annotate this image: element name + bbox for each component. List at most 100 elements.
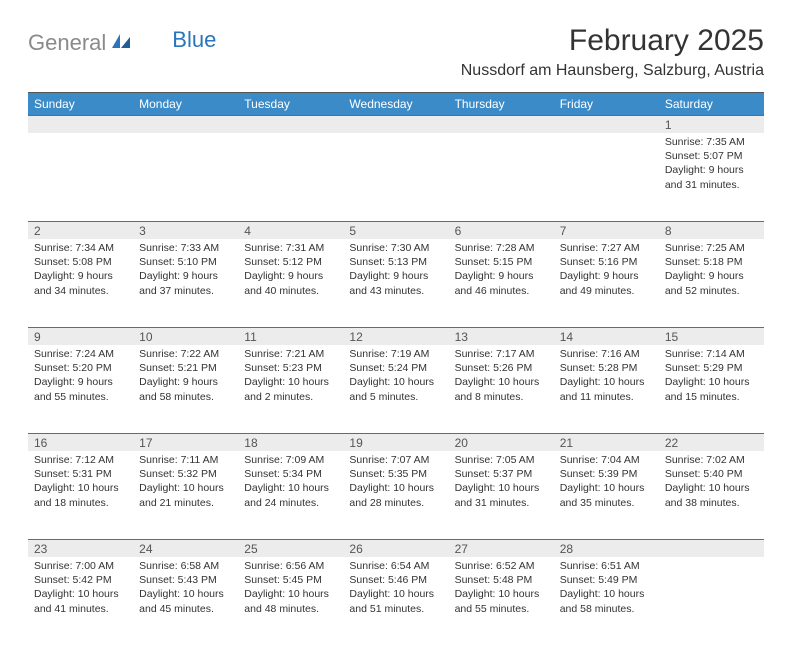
day-number: 10 [133, 327, 238, 345]
logo: General Blue [28, 30, 216, 56]
day-cell: Sunrise: 7:33 AMSunset: 5:10 PMDaylight:… [133, 239, 238, 327]
day-number [133, 115, 238, 133]
day-cell: Sunrise: 7:35 AMSunset: 5:07 PMDaylight:… [659, 133, 764, 221]
day-header: Thursday [449, 93, 554, 115]
day-header: Sunday [28, 93, 133, 115]
daylight-text: Daylight: 10 hours and 15 minutes. [665, 375, 758, 403]
day-number: 4 [238, 221, 343, 239]
logo-text-blue: Blue [172, 27, 216, 53]
sunset-text: Sunset: 5:16 PM [560, 255, 653, 269]
daylight-text: Daylight: 10 hours and 35 minutes. [560, 481, 653, 509]
day-cell: Sunrise: 7:27 AMSunset: 5:16 PMDaylight:… [554, 239, 659, 327]
sunrise-text: Sunrise: 7:33 AM [139, 241, 232, 255]
week-daynum-row: 9101112131415 [28, 327, 764, 345]
week-body-row: Sunrise: 7:34 AMSunset: 5:08 PMDaylight:… [28, 239, 764, 327]
daylight-text: Daylight: 9 hours and 31 minutes. [665, 163, 758, 191]
sunset-text: Sunset: 5:23 PM [244, 361, 337, 375]
day-details: Sunrise: 7:09 AMSunset: 5:34 PMDaylight:… [238, 451, 343, 516]
day-number [238, 115, 343, 133]
sunset-text: Sunset: 5:10 PM [139, 255, 232, 269]
day-details: Sunrise: 7:11 AMSunset: 5:32 PMDaylight:… [133, 451, 238, 516]
day-number: 19 [343, 433, 448, 451]
day-cell: Sunrise: 7:28 AMSunset: 5:15 PMDaylight:… [449, 239, 554, 327]
day-number [659, 539, 764, 557]
day-cell: Sunrise: 6:51 AMSunset: 5:49 PMDaylight:… [554, 557, 659, 645]
day-header: Monday [133, 93, 238, 115]
sunset-text: Sunset: 5:35 PM [349, 467, 442, 481]
day-number [449, 115, 554, 133]
header: General Blue February 2025 Nussdorf am H… [28, 24, 764, 80]
day-details: Sunrise: 7:33 AMSunset: 5:10 PMDaylight:… [133, 239, 238, 304]
daylight-text: Daylight: 9 hours and 46 minutes. [455, 269, 548, 297]
day-details: Sunrise: 7:25 AMSunset: 5:18 PMDaylight:… [659, 239, 764, 304]
week-daynum-row: 2345678 [28, 221, 764, 239]
day-number: 25 [238, 539, 343, 557]
day-cell: Sunrise: 7:12 AMSunset: 5:31 PMDaylight:… [28, 451, 133, 539]
week-body-row: Sunrise: 7:12 AMSunset: 5:31 PMDaylight:… [28, 451, 764, 539]
sunset-text: Sunset: 5:26 PM [455, 361, 548, 375]
sunrise-text: Sunrise: 6:52 AM [455, 559, 548, 573]
sunrise-text: Sunrise: 7:22 AM [139, 347, 232, 361]
daylight-text: Daylight: 10 hours and 18 minutes. [34, 481, 127, 509]
day-number: 2 [28, 221, 133, 239]
daylight-text: Daylight: 10 hours and 28 minutes. [349, 481, 442, 509]
day-number: 26 [343, 539, 448, 557]
daylight-text: Daylight: 10 hours and 58 minutes. [560, 587, 653, 615]
sunset-text: Sunset: 5:13 PM [349, 255, 442, 269]
day-cell [343, 133, 448, 221]
sunrise-text: Sunrise: 7:14 AM [665, 347, 758, 361]
week-daynum-row: 1 [28, 115, 764, 133]
day-cell: Sunrise: 6:58 AMSunset: 5:43 PMDaylight:… [133, 557, 238, 645]
day-header: Wednesday [343, 93, 448, 115]
daylight-text: Daylight: 10 hours and 41 minutes. [34, 587, 127, 615]
day-details: Sunrise: 7:34 AMSunset: 5:08 PMDaylight:… [28, 239, 133, 304]
day-details: Sunrise: 7:27 AMSunset: 5:16 PMDaylight:… [554, 239, 659, 304]
day-cell: Sunrise: 7:22 AMSunset: 5:21 PMDaylight:… [133, 345, 238, 433]
daylight-text: Daylight: 10 hours and 2 minutes. [244, 375, 337, 403]
day-number: 7 [554, 221, 659, 239]
day-cell: Sunrise: 7:31 AMSunset: 5:12 PMDaylight:… [238, 239, 343, 327]
daylight-text: Daylight: 10 hours and 21 minutes. [139, 481, 232, 509]
day-cell: Sunrise: 7:34 AMSunset: 5:08 PMDaylight:… [28, 239, 133, 327]
day-cell: Sunrise: 7:09 AMSunset: 5:34 PMDaylight:… [238, 451, 343, 539]
day-details: Sunrise: 7:28 AMSunset: 5:15 PMDaylight:… [449, 239, 554, 304]
sunrise-text: Sunrise: 6:56 AM [244, 559, 337, 573]
sunset-text: Sunset: 5:40 PM [665, 467, 758, 481]
day-number: 8 [659, 221, 764, 239]
daylight-text: Daylight: 9 hours and 37 minutes. [139, 269, 232, 297]
day-details: Sunrise: 7:14 AMSunset: 5:29 PMDaylight:… [659, 345, 764, 410]
day-cell: Sunrise: 7:25 AMSunset: 5:18 PMDaylight:… [659, 239, 764, 327]
day-cell: Sunrise: 7:02 AMSunset: 5:40 PMDaylight:… [659, 451, 764, 539]
day-cell: Sunrise: 7:30 AMSunset: 5:13 PMDaylight:… [343, 239, 448, 327]
day-cell [554, 133, 659, 221]
day-number: 6 [449, 221, 554, 239]
day-number: 14 [554, 327, 659, 345]
day-number: 11 [238, 327, 343, 345]
sunset-text: Sunset: 5:15 PM [455, 255, 548, 269]
day-cell [133, 133, 238, 221]
sunrise-text: Sunrise: 7:17 AM [455, 347, 548, 361]
daylight-text: Daylight: 9 hours and 55 minutes. [34, 375, 127, 403]
day-header: Friday [554, 93, 659, 115]
sunset-text: Sunset: 5:37 PM [455, 467, 548, 481]
sunset-text: Sunset: 5:20 PM [34, 361, 127, 375]
daylight-text: Daylight: 10 hours and 45 minutes. [139, 587, 232, 615]
sunset-text: Sunset: 5:46 PM [349, 573, 442, 587]
sunrise-text: Sunrise: 7:04 AM [560, 453, 653, 467]
sunset-text: Sunset: 5:34 PM [244, 467, 337, 481]
day-cell: Sunrise: 7:04 AMSunset: 5:39 PMDaylight:… [554, 451, 659, 539]
day-details: Sunrise: 7:12 AMSunset: 5:31 PMDaylight:… [28, 451, 133, 516]
location-subtitle: Nussdorf am Haunsberg, Salzburg, Austria [461, 62, 764, 80]
sunset-text: Sunset: 5:43 PM [139, 573, 232, 587]
sunset-text: Sunset: 5:21 PM [139, 361, 232, 375]
sunrise-text: Sunrise: 7:07 AM [349, 453, 442, 467]
day-cell [238, 133, 343, 221]
daylight-text: Daylight: 10 hours and 55 minutes. [455, 587, 548, 615]
day-header: Tuesday [238, 93, 343, 115]
day-details: Sunrise: 7:07 AMSunset: 5:35 PMDaylight:… [343, 451, 448, 516]
day-cell: Sunrise: 7:21 AMSunset: 5:23 PMDaylight:… [238, 345, 343, 433]
day-number: 24 [133, 539, 238, 557]
day-cell [28, 133, 133, 221]
day-cell: Sunrise: 7:17 AMSunset: 5:26 PMDaylight:… [449, 345, 554, 433]
day-details: Sunrise: 7:05 AMSunset: 5:37 PMDaylight:… [449, 451, 554, 516]
